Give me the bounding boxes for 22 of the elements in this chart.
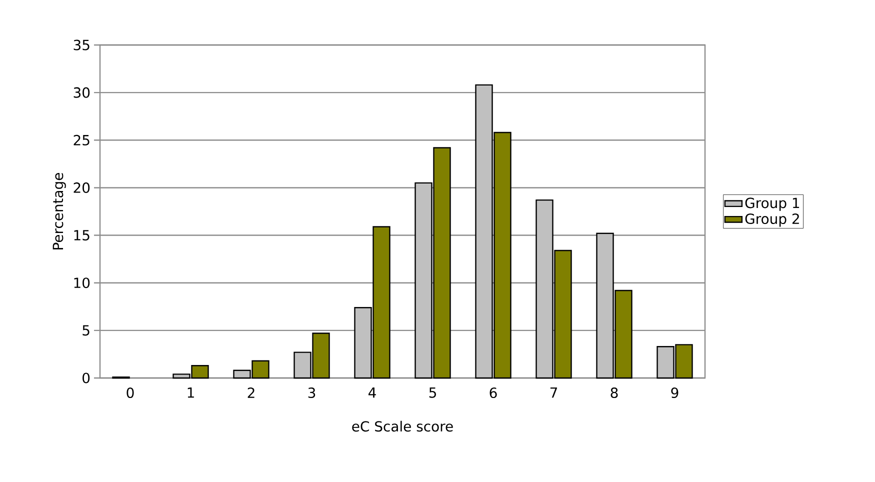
x-tick-label: 4 <box>368 387 376 398</box>
x-tick-label: 2 <box>248 387 254 398</box>
y-tick-label: 30 <box>74 87 90 98</box>
x-tick-label: 9 <box>671 387 678 398</box>
x-axis-title: eC Scale score <box>352 420 453 432</box>
y-tick-label: 20 <box>74 182 90 193</box>
y-tick-label: 5 <box>82 325 90 336</box>
x-tick-label: 0 <box>126 387 134 398</box>
y-tick-label: 10 <box>74 278 90 288</box>
legend-label: Group 1 <box>745 198 800 211</box>
y-axis-title: Percentage <box>52 172 66 250</box>
x-tick-label: 6 <box>490 387 497 398</box>
x-tick-label: 5 <box>429 387 436 398</box>
y-tick-label: 0 <box>82 372 90 384</box>
x-tick-label: 3 <box>308 387 316 398</box>
x-tick-label: 8 <box>610 387 618 398</box>
y-tick-label: 35 <box>74 40 90 50</box>
x-tick-label: 1 <box>188 387 194 398</box>
y-tick-label: 25 <box>74 134 90 146</box>
y-tick-label: 15 <box>74 230 90 240</box>
x-tick-label: 7 <box>550 387 558 398</box>
legend-label: Group 2 <box>745 213 799 227</box>
